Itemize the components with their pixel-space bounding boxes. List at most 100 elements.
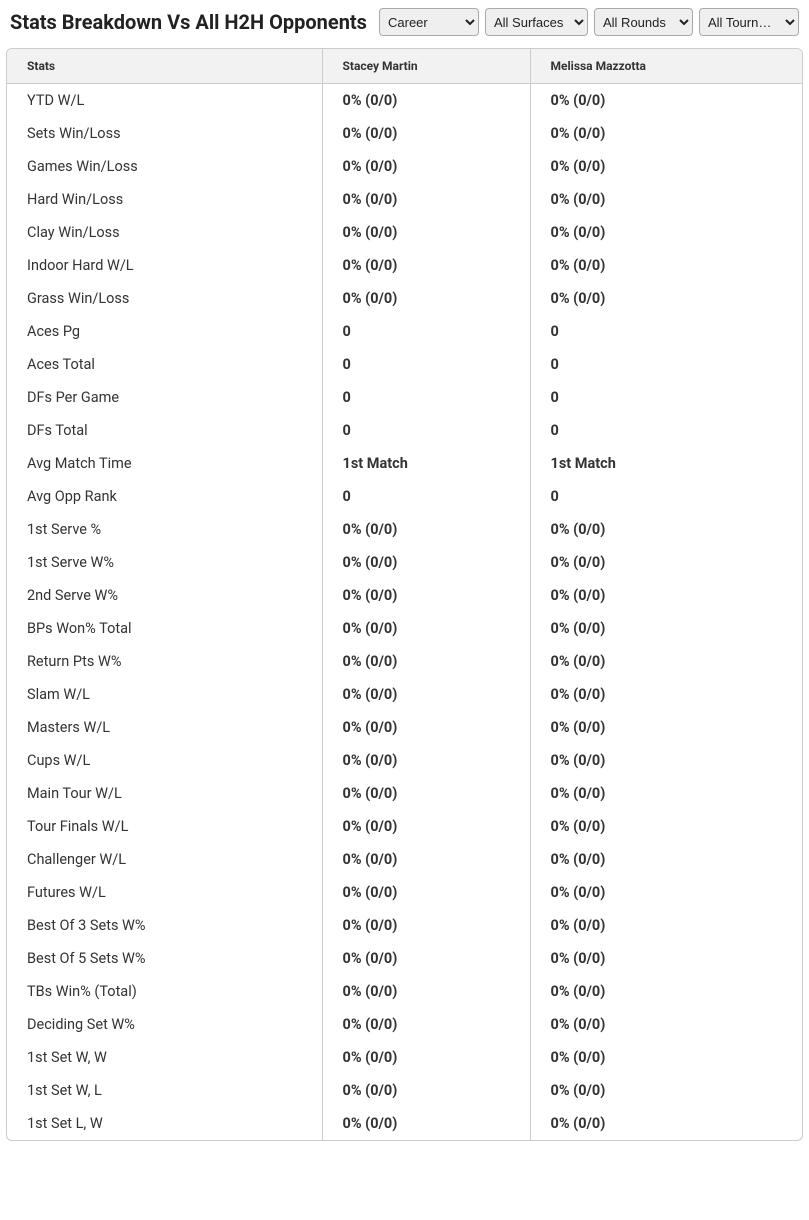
- stat-value-player2: 0% (0/0): [530, 612, 802, 645]
- stats-table: Stats Stacey Martin Melissa Mazzotta YTD…: [7, 49, 802, 1140]
- table-row: Tour Finals W/L0% (0/0)0% (0/0): [7, 810, 802, 843]
- stat-label: DFs Per Game: [7, 381, 322, 414]
- stat-value-player1: 0% (0/0): [322, 216, 530, 249]
- table-row: Cups W/L0% (0/0)0% (0/0): [7, 744, 802, 777]
- career-filter[interactable]: Career: [379, 8, 479, 36]
- stat-label: BPs Won% Total: [7, 612, 322, 645]
- stat-value-player2: 0% (0/0): [530, 513, 802, 546]
- stat-label: Slam W/L: [7, 678, 322, 711]
- table-row: Grass Win/Loss0% (0/0)0% (0/0): [7, 282, 802, 315]
- stat-value-player2: 0% (0/0): [530, 1074, 802, 1107]
- table-row: Return Pts W%0% (0/0)0% (0/0): [7, 645, 802, 678]
- stat-label: 2nd Serve W%: [7, 579, 322, 612]
- stat-value-player1: 0% (0/0): [322, 876, 530, 909]
- table-row: Best Of 5 Sets W%0% (0/0)0% (0/0): [7, 942, 802, 975]
- stat-value-player1: 0% (0/0): [322, 975, 530, 1008]
- stats-table-container: Stats Stacey Martin Melissa Mazzotta YTD…: [6, 48, 803, 1141]
- stat-value-player1: 0% (0/0): [322, 612, 530, 645]
- stat-value-player2: 0% (0/0): [530, 84, 802, 118]
- stat-label: Aces Total: [7, 348, 322, 381]
- stat-value-player1: 0: [322, 381, 530, 414]
- stat-label: 1st Set W, W: [7, 1041, 322, 1074]
- stat-value-player1: 0% (0/0): [322, 84, 530, 118]
- stat-value-player2: 0: [530, 480, 802, 513]
- stat-label: Best Of 3 Sets W%: [7, 909, 322, 942]
- table-row: BPs Won% Total0% (0/0)0% (0/0): [7, 612, 802, 645]
- stat-value-player2: 0% (0/0): [530, 150, 802, 183]
- stat-value-player1: 0% (0/0): [322, 777, 530, 810]
- table-row: 1st Serve %0% (0/0)0% (0/0): [7, 513, 802, 546]
- table-row: Masters W/L0% (0/0)0% (0/0): [7, 711, 802, 744]
- stat-label: TBs Win% (Total): [7, 975, 322, 1008]
- table-row: Avg Match Time1st Match1st Match: [7, 447, 802, 480]
- stat-value-player2: 0% (0/0): [530, 909, 802, 942]
- stat-value-player2: 1st Match: [530, 447, 802, 480]
- stat-label: Indoor Hard W/L: [7, 249, 322, 282]
- table-row: 1st Set L, W0% (0/0)0% (0/0): [7, 1107, 802, 1140]
- table-row: Futures W/L0% (0/0)0% (0/0): [7, 876, 802, 909]
- table-row: TBs Win% (Total)0% (0/0)0% (0/0): [7, 975, 802, 1008]
- stat-value-player1: 0: [322, 414, 530, 447]
- stat-value-player1: 0% (0/0): [322, 909, 530, 942]
- stat-value-player2: 0% (0/0): [530, 678, 802, 711]
- stat-value-player2: 0% (0/0): [530, 249, 802, 282]
- stat-value-player1: 0% (0/0): [322, 645, 530, 678]
- stat-label: Hard Win/Loss: [7, 183, 322, 216]
- stat-label: Avg Match Time: [7, 447, 322, 480]
- stat-value-player2: 0: [530, 381, 802, 414]
- stat-value-player1: 1st Match: [322, 447, 530, 480]
- table-row: Avg Opp Rank00: [7, 480, 802, 513]
- stat-label: Clay Win/Loss: [7, 216, 322, 249]
- stat-label: 1st Set W, L: [7, 1074, 322, 1107]
- stat-label: Avg Opp Rank: [7, 480, 322, 513]
- stat-value-player1: 0: [322, 480, 530, 513]
- stat-label: Masters W/L: [7, 711, 322, 744]
- table-row: Aces Pg00: [7, 315, 802, 348]
- header-player2: Melissa Mazzotta: [530, 49, 802, 84]
- stat-label: Return Pts W%: [7, 645, 322, 678]
- stat-label: 1st Serve W%: [7, 546, 322, 579]
- page-title: Stats Breakdown Vs All H2H Opponents: [10, 10, 373, 34]
- stat-value-player1: 0% (0/0): [322, 249, 530, 282]
- table-row: Hard Win/Loss0% (0/0)0% (0/0): [7, 183, 802, 216]
- stat-value-player2: 0% (0/0): [530, 183, 802, 216]
- stat-value-player2: 0% (0/0): [530, 579, 802, 612]
- stat-value-player1: 0: [322, 348, 530, 381]
- stat-label: Futures W/L: [7, 876, 322, 909]
- stat-value-player1: 0% (0/0): [322, 810, 530, 843]
- stat-label: 1st Set L, W: [7, 1107, 322, 1140]
- surfaces-filter[interactable]: All Surfaces: [485, 8, 588, 36]
- stat-value-player2: 0: [530, 414, 802, 447]
- header-player1: Stacey Martin: [322, 49, 530, 84]
- stat-value-player2: 0% (0/0): [530, 1041, 802, 1074]
- header-stats: Stats: [7, 49, 322, 84]
- stat-value-player1: 0% (0/0): [322, 1041, 530, 1074]
- stat-value-player1: 0% (0/0): [322, 843, 530, 876]
- table-row: YTD W/L0% (0/0)0% (0/0): [7, 84, 802, 118]
- stat-value-player2: 0% (0/0): [530, 876, 802, 909]
- stat-label: Best Of 5 Sets W%: [7, 942, 322, 975]
- stat-value-player2: 0% (0/0): [530, 744, 802, 777]
- table-row: 1st Set W, L0% (0/0)0% (0/0): [7, 1074, 802, 1107]
- stat-value-player2: 0% (0/0): [530, 546, 802, 579]
- stat-value-player1: 0% (0/0): [322, 513, 530, 546]
- stat-value-player2: 0% (0/0): [530, 282, 802, 315]
- table-row: Indoor Hard W/L0% (0/0)0% (0/0): [7, 249, 802, 282]
- table-row: Best Of 3 Sets W%0% (0/0)0% (0/0): [7, 909, 802, 942]
- tournaments-filter[interactable]: All Tourn…: [699, 8, 799, 36]
- table-header-row: Stats Stacey Martin Melissa Mazzotta: [7, 49, 802, 84]
- stat-value-player2: 0% (0/0): [530, 777, 802, 810]
- stat-value-player2: 0% (0/0): [530, 216, 802, 249]
- table-row: Slam W/L0% (0/0)0% (0/0): [7, 678, 802, 711]
- stat-value-player1: 0% (0/0): [322, 282, 530, 315]
- stat-label: Cups W/L: [7, 744, 322, 777]
- stat-value-player2: 0% (0/0): [530, 645, 802, 678]
- stat-value-player1: 0% (0/0): [322, 678, 530, 711]
- stat-value-player2: 0% (0/0): [530, 1008, 802, 1041]
- stat-label: DFs Total: [7, 414, 322, 447]
- page-header: Stats Breakdown Vs All H2H Opponents Car…: [0, 0, 809, 44]
- stat-value-player2: 0% (0/0): [530, 843, 802, 876]
- table-row: Deciding Set W%0% (0/0)0% (0/0): [7, 1008, 802, 1041]
- stat-value-player1: 0% (0/0): [322, 1074, 530, 1107]
- rounds-filter[interactable]: All Rounds: [594, 8, 693, 36]
